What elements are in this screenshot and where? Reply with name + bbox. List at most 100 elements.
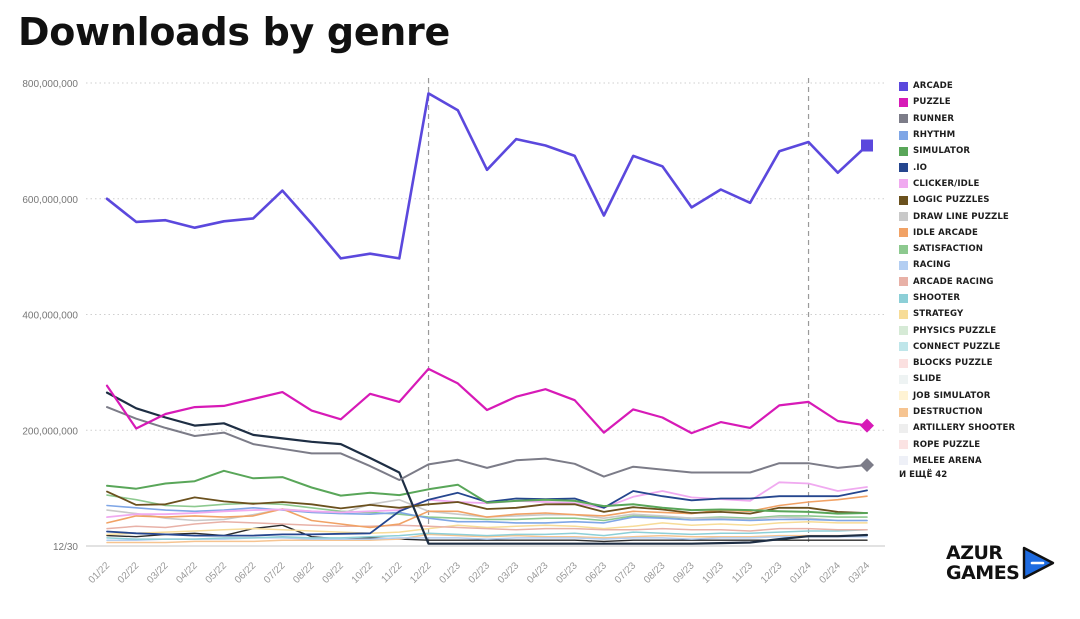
x-tick-label: 12/22 — [408, 560, 434, 586]
legend-item: ARCADE RACING — [899, 274, 1015, 290]
x-axis: 01/22 02/22 03/22 04/22 05/22 06/22 07/22 08/22… — [87, 560, 873, 586]
x-tick-label: 02/23 — [467, 560, 493, 586]
series-line — [105, 367, 869, 435]
legend-swatch — [899, 358, 908, 368]
series-line — [106, 529, 868, 540]
legend-label: RUNNER — [913, 113, 955, 124]
x-tick-label: 01/23 — [437, 560, 463, 586]
legend-swatch — [899, 309, 908, 319]
legend-item: RHYTHM — [899, 127, 1015, 143]
chart-grid — [86, 82, 885, 547]
series-line — [106, 524, 868, 543]
legend-label: BLOCKS PUZZLE — [913, 358, 993, 369]
legend-label: CONNECT PUZZLE — [913, 341, 1001, 352]
legend-item: CLICKER/IDLE — [899, 176, 1015, 192]
x-tick-label: 06/22 — [233, 560, 259, 586]
x-tick-label: 04/22 — [174, 560, 200, 586]
legend-item: LOGIC PUZZLES — [899, 192, 1015, 208]
legend-label: ARTILLERY SHOOTER — [913, 423, 1016, 434]
legend-label: MELEE ARENA — [913, 455, 982, 466]
legend-item: PUZZLE — [899, 94, 1015, 110]
legend-swatch — [899, 456, 908, 466]
legend-label: SATISFACTION — [913, 244, 984, 255]
legend-item: STRATEGY — [899, 306, 1015, 322]
legend-swatch — [899, 293, 908, 303]
y-tick-label: 200,000,000 — [22, 426, 78, 437]
series-line — [106, 520, 868, 536]
legend-label: LOGIC PUZZLES — [913, 195, 990, 206]
legend-item: BLOCKS PUZZLE — [899, 355, 1015, 371]
x-tick-label: 11/22 — [379, 560, 404, 585]
legend-swatch — [899, 130, 908, 140]
legend-label: ARCADE — [913, 81, 953, 92]
x-tick-label: 12/23 — [759, 560, 785, 586]
legend-swatch — [899, 260, 908, 270]
x-tick-label: 05/22 — [204, 560, 230, 586]
legend-label: STRATEGY — [913, 309, 964, 320]
legend-swatch — [899, 179, 908, 189]
legend-swatch — [899, 228, 908, 238]
series-line — [105, 92, 869, 260]
legend-more-count: И ЕЩЁ 42 — [899, 470, 948, 481]
legend-label: ROPE PUZZLE — [913, 439, 981, 450]
x-tick-label: 09/22 — [320, 560, 346, 586]
logo-line2: GAMES — [946, 562, 1020, 584]
x-tick-label: 10/23 — [700, 560, 726, 586]
legend-item: SIMULATOR — [899, 143, 1015, 159]
legend-item: ARTILLERY SHOOTER — [899, 420, 1015, 436]
y-tick-label: 600,000,000 — [22, 195, 78, 206]
x-tick-label: 08/22 — [291, 560, 317, 586]
page-title: Downloads by genre — [18, 10, 450, 54]
legend-item: .IO — [899, 159, 1015, 175]
x-tick-label: 02/22 — [116, 560, 142, 586]
play-triangle-icon — [1023, 546, 1055, 580]
chart-legend: ARCADE PUZZLE RUNNER RHYTHM SIMULATOR .IO CLIC… — [899, 78, 1015, 480]
legend-label: PHYSICS PUZZLE — [913, 325, 997, 336]
legend-label: RHYTHM — [913, 130, 956, 141]
legend-swatch — [899, 163, 908, 173]
legend-swatch — [899, 391, 908, 401]
legend-item: ROPE PUZZLE — [899, 437, 1015, 453]
chart-series — [105, 92, 869, 545]
legend-label: PUZZLE — [913, 97, 951, 108]
legend-swatch — [899, 407, 908, 417]
chart-end-markers — [860, 139, 874, 472]
series-line — [106, 535, 868, 541]
legend-item: SATISFACTION — [899, 241, 1015, 257]
legend-swatch — [899, 374, 908, 384]
legend-label: IDLE ARCADE — [913, 227, 978, 238]
legend-swatch — [899, 244, 908, 254]
legend-item: RACING — [899, 257, 1015, 273]
legend-label: RACING — [913, 260, 951, 271]
legend-label: CLICKER/IDLE — [913, 178, 980, 189]
legend-item: CONNECT PUZZLE — [899, 339, 1015, 355]
x-tick-label: 03/24 — [847, 560, 873, 586]
legend-item: DESTRUCTION — [899, 404, 1015, 420]
series-line — [105, 391, 869, 545]
legend-item: RUNNER — [899, 111, 1015, 127]
x-tick-label: 09/23 — [671, 560, 697, 586]
series-end-marker — [861, 139, 873, 152]
series-line — [106, 481, 868, 518]
legend-label: .IO — [913, 162, 928, 173]
legend-swatch — [899, 212, 908, 222]
series-line — [106, 520, 868, 532]
logo-line1: AZUR — [946, 542, 1003, 564]
series-end-marker — [860, 457, 874, 472]
y-tick-label: 400,000,000 — [22, 311, 78, 322]
legend-item: SLIDE — [899, 371, 1015, 387]
series-line — [106, 504, 868, 524]
legend-swatch — [899, 342, 908, 352]
legend-swatch — [899, 97, 908, 107]
legend-item: SHOOTER — [899, 290, 1015, 306]
legend-label: DESTRUCTION — [913, 407, 983, 418]
legend-label: ARCADE RACING — [913, 276, 994, 287]
legend-label: SLIDE — [913, 374, 942, 385]
legend-item: JOB SIMULATOR — [899, 388, 1015, 404]
x-tick-label: 08/23 — [642, 560, 668, 586]
legend-item: PHYSICS PUZZLE — [899, 322, 1015, 338]
azur-games-logo: AZUR GAMES — [946, 543, 1055, 583]
legend-item: DRAW LINE PUZZLE — [899, 208, 1015, 224]
legend-item: MELEE ARENA — [899, 453, 1015, 469]
